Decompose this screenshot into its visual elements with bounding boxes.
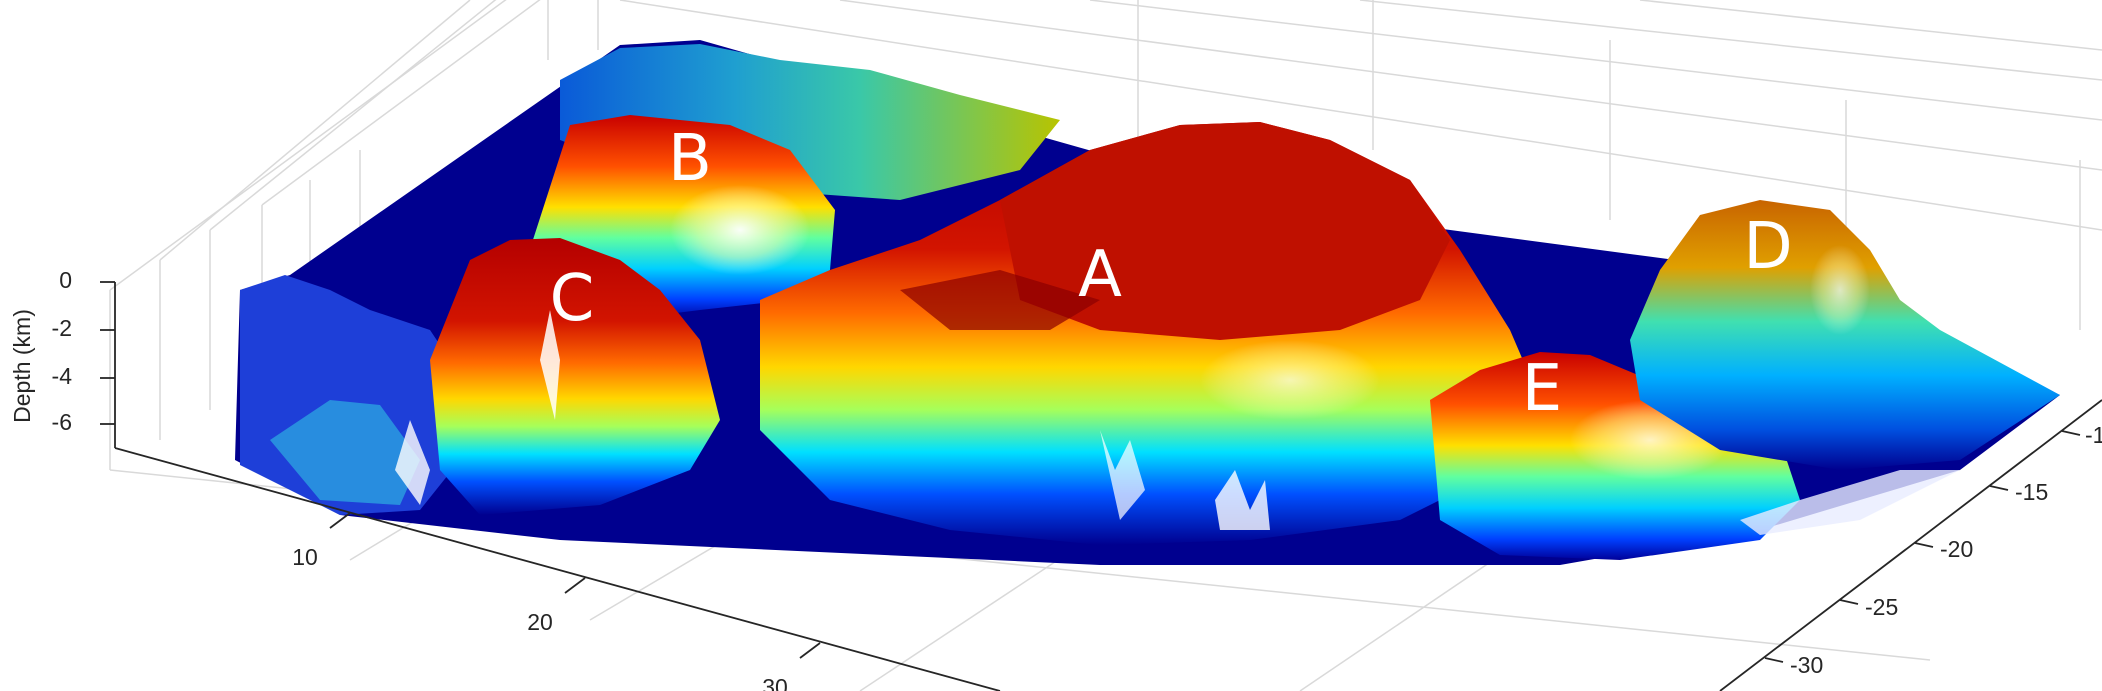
- z-axis: 0 -2 -4 -6 Depth (km): [9, 267, 115, 435]
- z-axis-label: Depth (km): [9, 309, 35, 423]
- peak-label-d: D: [1743, 210, 1792, 284]
- peak-label-c: C: [550, 262, 595, 336]
- z-tick-label: -4: [52, 363, 73, 389]
- peak-label-a: A: [1078, 238, 1122, 312]
- x-tick-label: 30: [762, 674, 788, 691]
- x-axis: 10 20 30: [292, 512, 821, 691]
- z-tick-label: -6: [52, 409, 72, 435]
- y-axis: -1 -15 -20 -25 -30: [1764, 422, 2102, 678]
- peak-label-e: E: [1522, 352, 1562, 426]
- y-tick-label: -15: [2015, 479, 2048, 505]
- y-tick-label: -20: [1940, 536, 1973, 562]
- peak-annotations: A B C D E: [550, 122, 1793, 426]
- z-tick-label: -2: [52, 315, 72, 341]
- x-tick-label: 10: [292, 544, 318, 570]
- x-tick-label: 20: [527, 609, 553, 635]
- surface-peak-c: [430, 238, 720, 515]
- y-tick-label: -25: [1865, 594, 1898, 620]
- z-tick-label: 0: [59, 267, 72, 293]
- peak-label-b: B: [668, 122, 712, 196]
- y-tick-label: -30: [1790, 652, 1823, 678]
- y-tick-label: -1: [2085, 422, 2102, 448]
- axes: [114, 282, 2102, 691]
- surface-peak-d: [1630, 200, 2060, 470]
